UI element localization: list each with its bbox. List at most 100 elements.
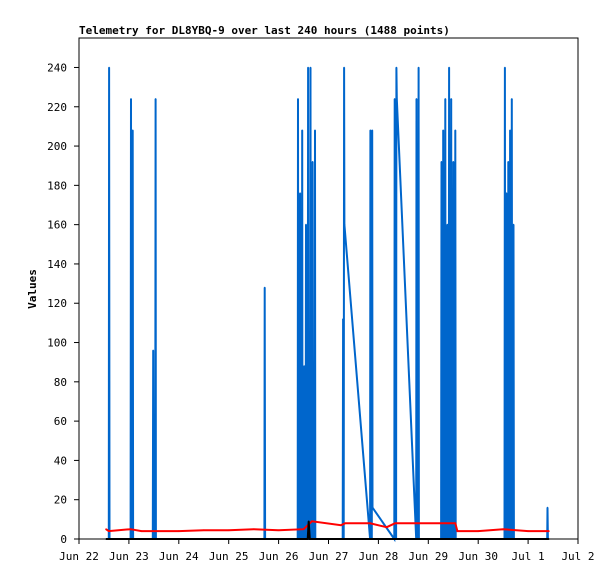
y-tick-label: 200 [47,140,67,153]
x-tick-label: Jul 2 [561,550,594,563]
data-point [301,129,304,132]
x-tick-label: Jun 26 [259,550,299,563]
x-axis: Jun 22 Jun 23 Jun 24 Jun 25 Jun 26 Jun 27 Jun … [59,539,595,563]
data-point [340,524,342,526]
data-point [369,522,371,525]
data-point [227,529,230,531]
y-tick-label: 180 [47,179,67,192]
data-point [178,530,180,532]
data-point [203,529,205,531]
data-point [444,98,447,100]
data-point [154,98,157,100]
y-axis-label: Values [26,269,39,309]
data-point [299,192,301,194]
data-point [342,318,344,320]
y-axis: 0 20 40 60 80 100 120 140 160 180 200 220 240 [47,61,79,546]
data-point [512,223,515,226]
data-point [369,129,372,132]
y-tick-label: 80 [54,376,67,389]
x-tick-label: Jun 23 [109,550,149,563]
data-point [307,520,310,523]
y-tick-label: 60 [54,415,67,428]
data-point [105,538,107,540]
data-point [415,98,418,100]
data-point [454,522,457,525]
data-point [505,192,508,194]
x-tick-label: Jul 1 [512,550,545,563]
data-point [548,530,550,532]
data-point [504,66,506,69]
data-point [305,223,307,226]
data-point [448,66,450,69]
y-tick-label: 100 [47,337,67,350]
data-point [546,506,549,509]
data-point [371,506,374,509]
y-tick-label: 120 [47,297,67,310]
y-tick-label: 40 [54,454,67,467]
data-point [502,528,504,530]
data-point [311,161,314,163]
series-3 [105,520,550,540]
y-tick-label: 20 [54,494,67,507]
data-point [344,522,346,525]
data-point [140,530,143,532]
x-tick-label: Jun 30 [458,550,498,563]
data-point [252,528,255,530]
data-point [396,98,398,100]
data-point [314,129,316,132]
data-point [108,530,110,532]
data-point [343,66,345,69]
series-2 [105,520,550,533]
series-layer [105,66,550,543]
data-point [440,522,442,525]
data-point [306,538,309,540]
x-tick-label: Jun 28 [359,550,399,563]
data-point [343,223,346,226]
data-point [105,528,107,530]
data-point [302,528,305,530]
data-point [417,66,420,69]
data-point [309,538,311,540]
data-point [152,349,154,352]
data-point [303,365,306,367]
data-point [548,538,550,540]
data-point [108,66,110,69]
x-tick-label: Jun 25 [209,550,249,563]
data-point [277,529,280,531]
x-tick-label: Jun 27 [309,550,349,563]
data-point [263,286,266,289]
data-point [385,526,388,528]
data-point [511,98,513,100]
data-point [477,530,480,532]
data-point [394,522,396,525]
data-point [454,129,457,132]
y-tick-label: 160 [47,219,67,232]
plot-area [78,37,579,540]
series-line [107,67,549,543]
data-point [129,528,132,530]
data-point [131,129,134,132]
x-tick-label: Jun 29 [408,550,448,563]
data-point [442,129,445,132]
data-point [509,129,511,132]
data-point [297,98,299,100]
data-point [311,520,313,523]
data-point [309,66,312,69]
data-point [450,98,453,100]
data-point [393,98,396,100]
data-point [130,98,132,100]
data-point [456,530,459,532]
y-tick-label: 0 [60,533,67,546]
chart-title: Telemetry for DL8YBQ-9 over last 240 hou… [79,24,450,37]
data-point [446,223,449,226]
y-tick-label: 240 [47,61,67,74]
data-point [452,161,455,163]
data-point [527,530,529,532]
x-tick-label: Jun 22 [59,550,99,563]
data-point [395,66,398,69]
data-point [371,129,374,132]
data-point [440,161,443,163]
y-tick-label: 140 [47,258,67,271]
x-tick-label: Jun 24 [159,550,199,563]
